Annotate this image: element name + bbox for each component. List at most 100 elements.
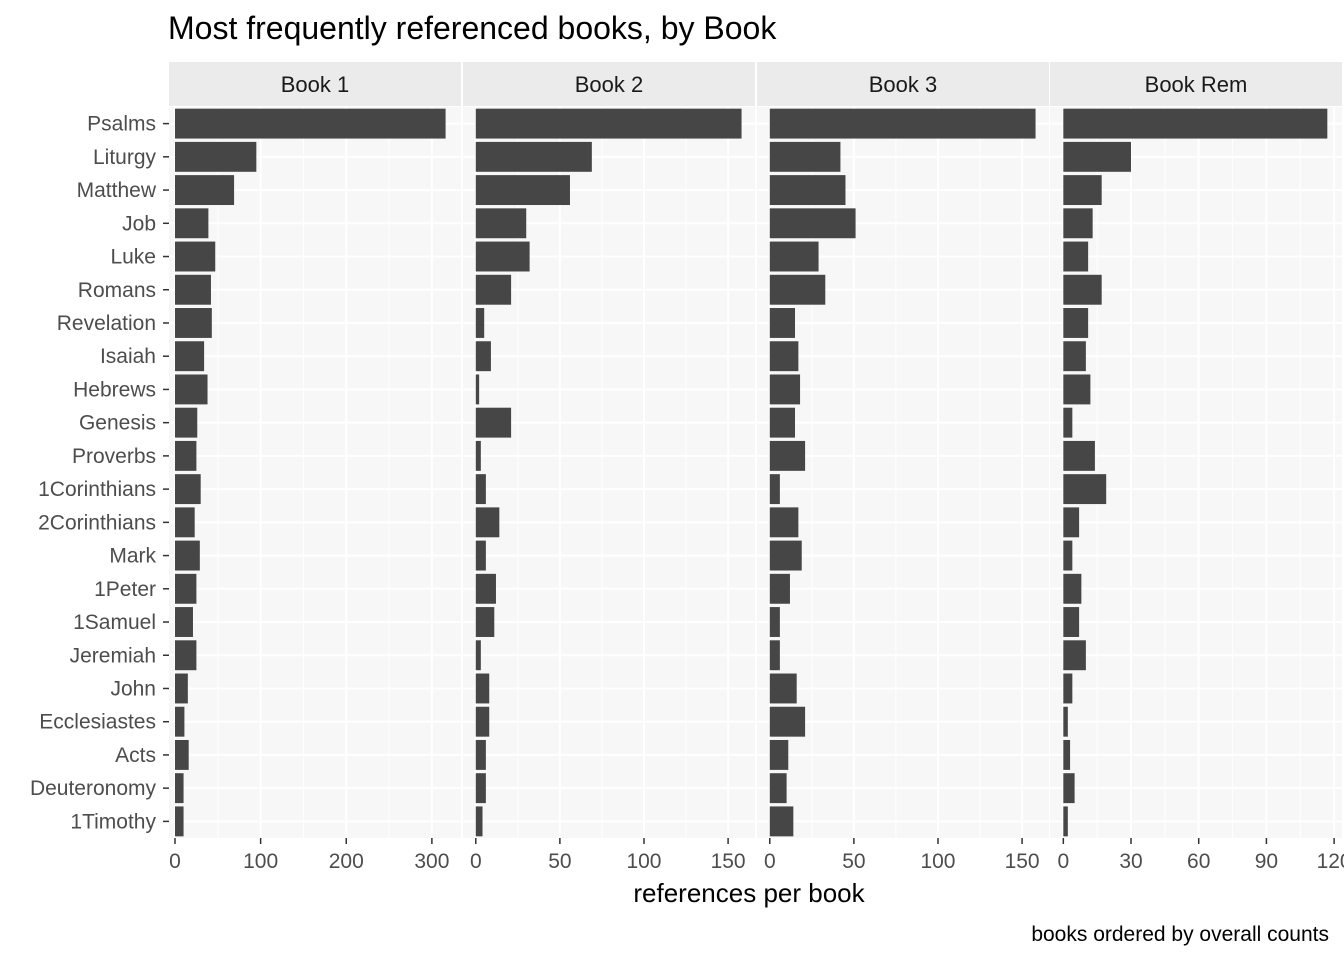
bar-luke [174, 241, 216, 272]
bar-1corinthians [174, 474, 201, 505]
bar-luke [475, 241, 530, 272]
bar-genesis [174, 407, 198, 438]
bar-1samuel [174, 607, 193, 637]
bar-acts [1063, 739, 1071, 770]
bar-1timothy [1063, 806, 1068, 837]
y-tick-label-ecclesiastes: Ecclesiastes [39, 711, 156, 734]
y-tick-label-luke: Luke [110, 246, 156, 269]
bar-liturgy [1063, 141, 1132, 172]
bar-job [475, 208, 527, 239]
bar-deuteronomy [475, 773, 486, 804]
bar-ecclesiastes [475, 706, 490, 737]
y-tick-label-job: Job [122, 212, 156, 235]
bar-1samuel [475, 607, 495, 637]
bar-romans [1063, 274, 1102, 305]
bar-1corinthians [1063, 474, 1107, 505]
x-tick-label: 150 [1005, 850, 1040, 873]
facet-book-rem: Book Rem 0 30 60 90 120 [1050, 62, 1344, 873]
bar-matthew [475, 175, 570, 206]
bar-job [174, 208, 209, 239]
bar-matthew [769, 175, 846, 206]
bar-1timothy [475, 806, 483, 837]
y-tick-label-1peter: 1Peter [94, 578, 156, 601]
bar-2corinthians [475, 507, 500, 538]
panel-background [1050, 107, 1342, 838]
bar-ecclesiastes [1063, 706, 1068, 737]
bar-1timothy [769, 806, 794, 837]
x-tick-label: 100 [626, 850, 661, 873]
bar-job [769, 208, 856, 239]
bar-ecclesiastes [769, 706, 806, 737]
bar-1peter [174, 573, 197, 604]
x-tick-label: 50 [548, 850, 571, 873]
bar-1peter [1063, 573, 1082, 604]
bar-jeremiah [475, 640, 481, 671]
bar-liturgy [174, 141, 257, 172]
bar-2corinthians [1063, 507, 1080, 538]
bar-1peter [475, 573, 496, 604]
bar-hebrews [769, 374, 801, 405]
x-tick-label: 300 [414, 850, 449, 873]
y-tick-label-genesis: Genesis [79, 412, 156, 435]
bar-deuteronomy [769, 773, 787, 804]
bar-isaiah [475, 341, 491, 372]
bar-john [1063, 673, 1073, 704]
x-tick-label: 150 [711, 850, 746, 873]
x-tick-label: 0 [169, 850, 181, 873]
bar-liturgy [769, 141, 841, 172]
bar-isaiah [174, 341, 205, 372]
x-tick-label: 120 [1317, 850, 1344, 873]
y-tick-label-isaiah: Isaiah [100, 345, 156, 368]
facet-strip [1050, 62, 1342, 106]
y-tick-label-1timothy: 1Timothy [70, 810, 156, 833]
panel-background [169, 107, 461, 838]
bar-john [769, 673, 797, 704]
facet-strip-label: Book Rem [1145, 72, 1248, 97]
bar-proverbs [174, 440, 197, 471]
y-tick-label-matthew: Matthew [77, 179, 157, 202]
bar-1corinthians [769, 474, 780, 505]
chart-caption: books ordered by overall counts [1031, 923, 1329, 946]
bar-romans [475, 274, 512, 305]
y-tick-label-psalms: Psalms [87, 113, 156, 136]
bar-1samuel [769, 607, 780, 637]
bar-hebrews [1063, 374, 1091, 405]
x-tick-label: 100 [243, 850, 278, 873]
facet-book-2: Book 2 0 50 100 150 [463, 62, 755, 873]
facet-book-3: Book 3 0 50 100 150 [757, 62, 1049, 873]
x-tick-label: 100 [920, 850, 955, 873]
bar-proverbs [1063, 440, 1095, 471]
bar-romans [769, 274, 826, 305]
bar-acts [769, 739, 789, 770]
bar-2corinthians [769, 507, 799, 538]
x-tick-label: 30 [1119, 850, 1142, 873]
facet-strip-label: Book 2 [575, 72, 644, 97]
y-tick-label-jeremiah: Jeremiah [70, 644, 156, 667]
facet-strip [463, 62, 755, 106]
x-tick-label: 0 [470, 850, 482, 873]
bar-1samuel [1063, 607, 1080, 637]
bar-liturgy [475, 141, 592, 172]
bar-revelation [174, 308, 212, 338]
facet-book-1: Book 1 0 100 200 300 [169, 62, 461, 873]
y-tick-label-1samuel: 1Samuel [73, 611, 156, 634]
bar-1timothy [174, 806, 184, 837]
x-tick-label: 0 [1057, 850, 1069, 873]
bar-mark [174, 540, 200, 571]
bar-luke [769, 241, 819, 272]
y-tick-label-hebrews: Hebrews [73, 378, 156, 401]
bar-1peter [769, 573, 790, 604]
bar-mark [769, 540, 802, 571]
bar-proverbs [769, 440, 806, 471]
bar-luke [1063, 241, 1089, 272]
bar-mark [1063, 540, 1073, 571]
x-tick-label: 200 [329, 850, 364, 873]
bar-psalms [475, 108, 742, 139]
y-tick-label-mark: Mark [109, 545, 156, 568]
chart-title: Most frequently referenced books, by Boo… [168, 10, 777, 46]
bar-hebrews [174, 374, 208, 405]
bar-psalms [1063, 108, 1328, 139]
facet-strip-label: Book 3 [869, 72, 938, 97]
